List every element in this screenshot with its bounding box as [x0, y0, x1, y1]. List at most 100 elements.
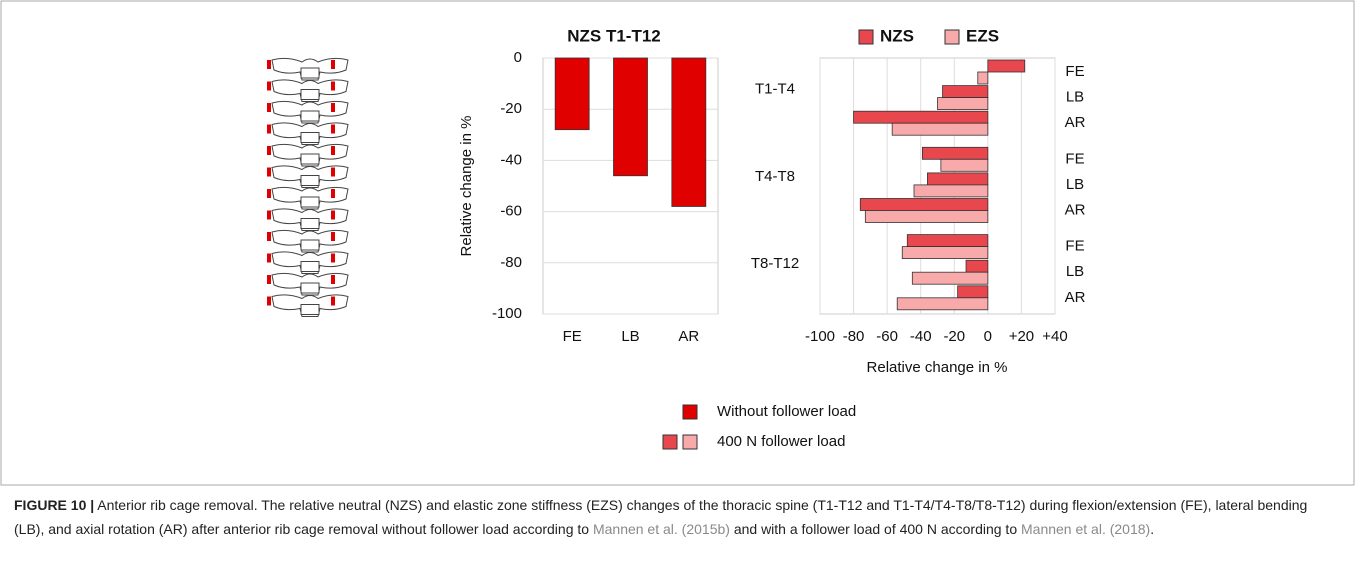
- vertebra-body: [300, 304, 320, 315]
- caption-text: Anterior rib cage removal. The relative …: [14, 497, 1308, 537]
- y-tick-label: -40: [500, 151, 522, 168]
- y-tick-label: -20: [500, 100, 522, 117]
- y-tick-label: FE: [1065, 150, 1084, 167]
- vertebra-body: [300, 196, 320, 208]
- y-tick-label: LB: [1066, 263, 1084, 280]
- bar: [965, 259, 989, 273]
- bar: [613, 57, 648, 177]
- x-tick-label: +40: [1042, 328, 1067, 345]
- spine-illustration: [267, 57, 349, 317]
- rib-cut: [267, 60, 271, 69]
- legend-label: 400 N follower load: [717, 433, 845, 450]
- rib-cut: [267, 124, 271, 134]
- chart-title: NZS T1-T12: [567, 26, 661, 45]
- bar: [906, 234, 989, 248]
- y-tick-label: AR: [1065, 114, 1086, 131]
- bar: [891, 122, 989, 136]
- legend-label: Without follower load: [717, 403, 856, 420]
- bar: [927, 172, 989, 186]
- bar: [911, 271, 989, 285]
- rib-cut: [267, 81, 271, 91]
- caption-link[interactable]: Mannen et al. (2018): [1021, 520, 1151, 537]
- y-tick-label: -80: [500, 254, 522, 271]
- vertebra-body: [300, 89, 320, 100]
- x-tick-label: -60: [876, 328, 898, 345]
- bar: [554, 57, 590, 131]
- rib-cut: [267, 103, 271, 112]
- rib-cut: [267, 275, 271, 284]
- rib-cut: [267, 253, 271, 263]
- x-axis-label: Relative change in %: [867, 359, 1008, 376]
- bar: [942, 85, 989, 98]
- group-label: T4-T8: [755, 168, 795, 185]
- bar: [921, 146, 989, 160]
- legend-label: EZS: [966, 26, 999, 45]
- vertebra-body: [300, 282, 320, 294]
- bar: [853, 110, 989, 124]
- caption-label: FIGURE 10 |: [14, 497, 95, 513]
- y-tick-label: AR: [1065, 289, 1086, 306]
- rib-cut: [331, 81, 335, 91]
- y-tick-label: LB: [1066, 89, 1084, 106]
- legend-swatch: [944, 29, 960, 45]
- rib-cut: [331, 210, 335, 220]
- y-tick-label: AR: [1065, 201, 1086, 218]
- rib-cut: [331, 296, 335, 306]
- legend-swatch: [662, 434, 678, 450]
- x-tick-label: 0: [984, 328, 992, 345]
- x-tick-label: LB: [621, 328, 639, 345]
- vertebra-body: [300, 239, 320, 251]
- bar: [671, 57, 707, 207]
- group-label: T8-T12: [751, 255, 799, 272]
- y-tick-label: FE: [1065, 63, 1084, 80]
- vertebra-body: [300, 153, 320, 165]
- bar: [937, 97, 989, 110]
- rib-cut: [331, 146, 335, 155]
- rib-cut: [331, 232, 335, 241]
- rib-cut: [331, 124, 335, 134]
- figure: NZS T1-T12 Relative change in % Relative…: [0, 0, 1355, 486]
- bar: [940, 158, 989, 172]
- group-label: T1-T4: [755, 81, 795, 98]
- rib-cut: [331, 103, 335, 112]
- x-tick-label: -20: [943, 328, 965, 345]
- rib-cut: [267, 232, 271, 241]
- bar: [977, 71, 989, 85]
- vertebra-body: [300, 110, 320, 122]
- vertebra-body: [300, 67, 320, 79]
- y-tick-label: -100: [492, 305, 522, 322]
- y-tick-label: -60: [500, 203, 522, 220]
- x-tick-label: FE: [563, 328, 582, 345]
- vertebra-body: [300, 132, 320, 143]
- bar: [901, 246, 989, 260]
- bar: [859, 198, 989, 211]
- vertebra-body: [300, 218, 320, 229]
- y-tick-label: 0: [514, 49, 522, 66]
- legend-swatch: [682, 404, 698, 420]
- x-tick-label: AR: [678, 328, 699, 345]
- legend-swatch: [858, 29, 874, 45]
- y-axis-label: Relative change in %: [458, 116, 475, 257]
- y-tick-label: LB: [1066, 176, 1084, 193]
- bar: [864, 210, 989, 223]
- legend-label: NZS: [880, 26, 914, 45]
- rib-cut: [331, 60, 335, 69]
- rib-cut: [331, 275, 335, 284]
- rib-cut: [331, 253, 335, 263]
- vertebra-body: [300, 261, 320, 272]
- legend-swatch: [682, 434, 698, 450]
- x-tick-label: -40: [910, 328, 932, 345]
- rib-cut: [331, 167, 335, 177]
- caption-text: .: [1150, 520, 1155, 537]
- rib-cut: [267, 189, 271, 198]
- x-tick-label: -100: [805, 328, 835, 345]
- bar: [913, 184, 989, 198]
- figure-frame: [0, 0, 1355, 486]
- caption-link[interactable]: Mannen et al. (2015b): [592, 520, 730, 537]
- y-tick-label: FE: [1065, 238, 1084, 255]
- vertebra-body: [300, 175, 320, 186]
- caption-text: and with a follower load of 400 N accord…: [733, 520, 1018, 537]
- rib-cut: [267, 146, 271, 155]
- rib-cut: [267, 210, 271, 220]
